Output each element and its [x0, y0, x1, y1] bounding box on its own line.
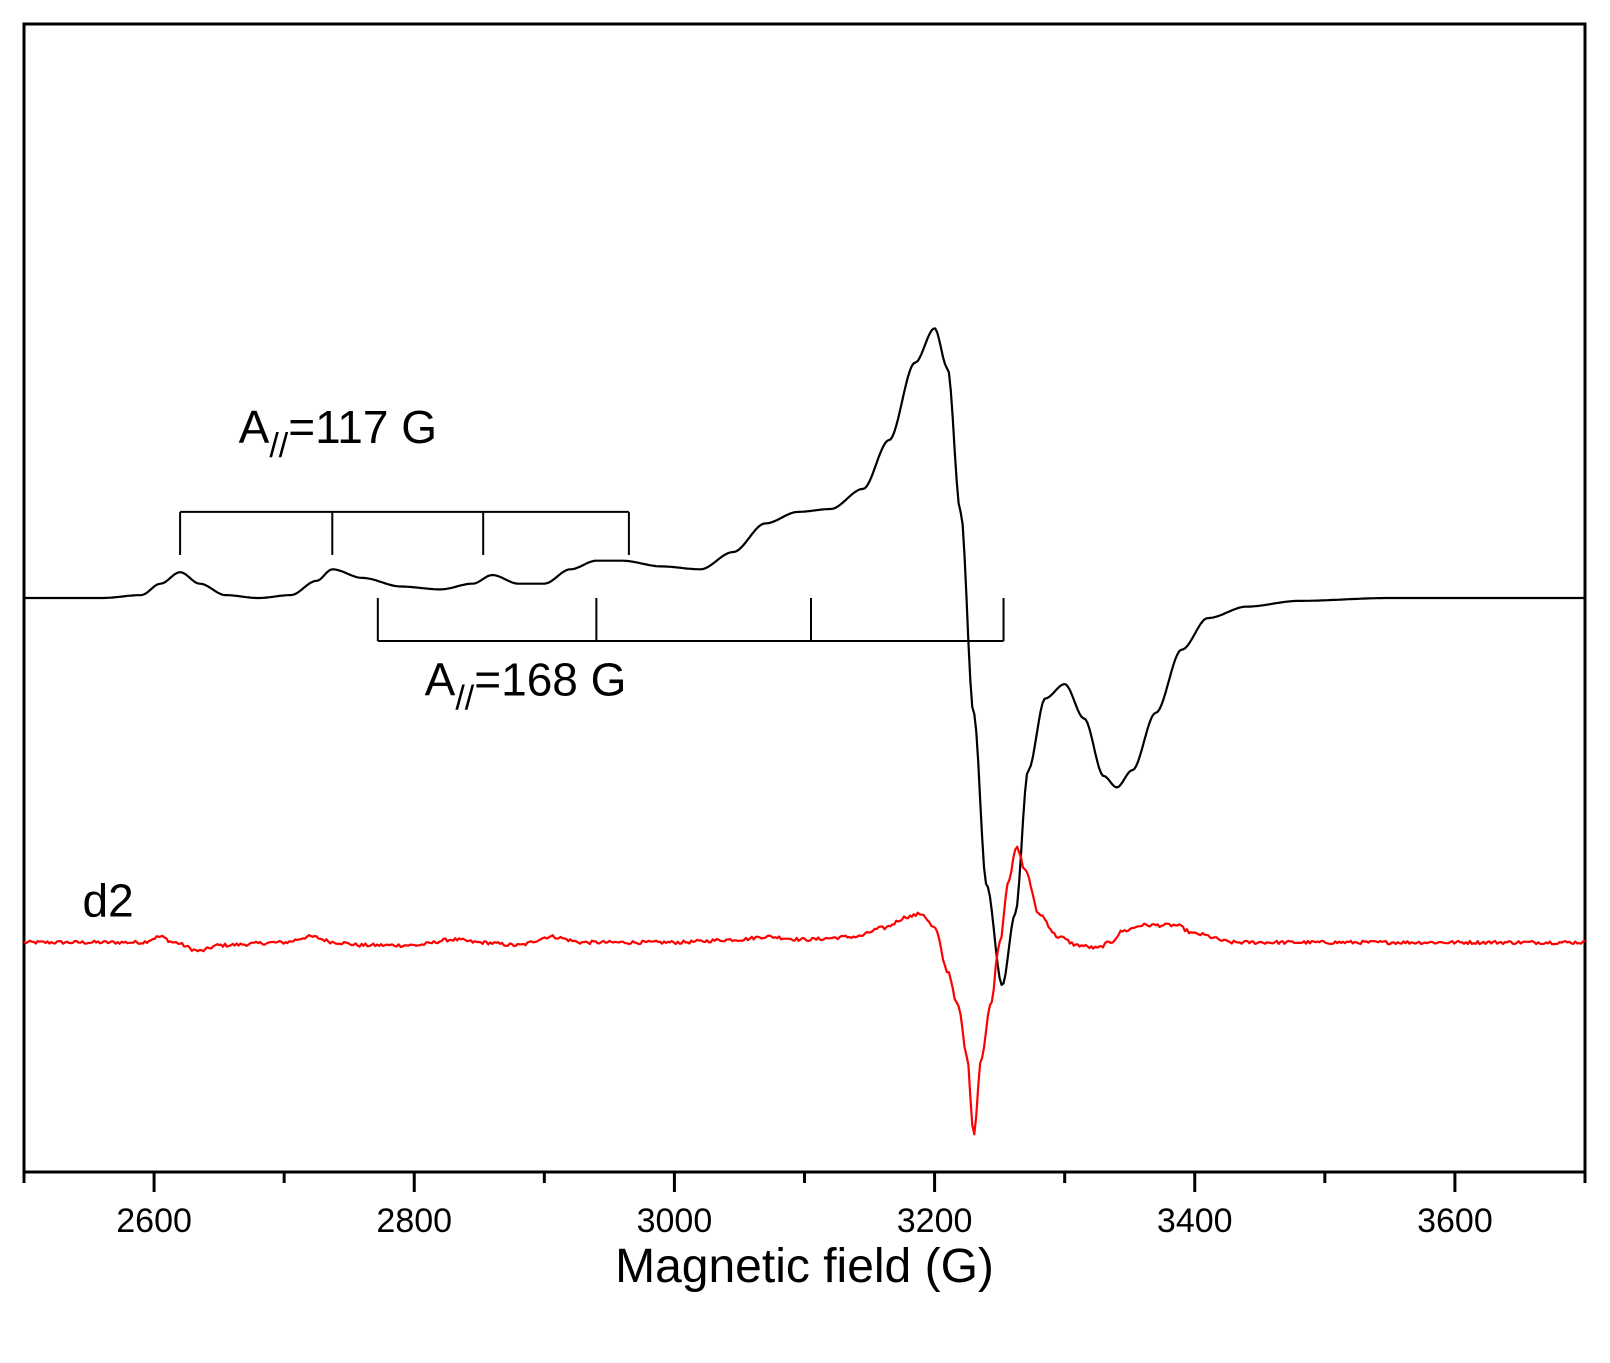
hyperfine-label-subscript: // — [455, 680, 474, 718]
hyperfine-label-value: =117 G — [288, 401, 437, 453]
annotation-layer: d2A//=117 GA//=168 G — [83, 401, 1005, 927]
hyperfine-label: A//=117 G — [239, 401, 437, 465]
series-layer — [23, 327, 1586, 1136]
hyperfine-label-subscript: // — [269, 427, 288, 465]
x-tick-label: 3400 — [1157, 1202, 1233, 1240]
x-tick-label: 3000 — [637, 1202, 713, 1240]
hyperfine-label-main: A — [425, 654, 456, 706]
x-tick-label: 2600 — [116, 1202, 192, 1240]
x-axis: 2600 2800 3000 3200 3400 3600 — [22, 1172, 1587, 1240]
series-label-d2: d2 — [83, 875, 134, 927]
series-line-d2 — [23, 845, 1586, 1136]
hyperfine-label: A//=168 G — [425, 654, 627, 718]
x-axis-title: Magnetic field (G) — [615, 1240, 994, 1293]
series-line-black — [24, 327, 1585, 986]
x-tick-label: 2800 — [376, 1202, 452, 1240]
x-tick-label: 3600 — [1417, 1202, 1493, 1240]
hyperfine-label-value: =168 G — [474, 654, 626, 706]
hyperfine-label-main: A — [239, 401, 270, 453]
x-tick-label: 3200 — [897, 1202, 973, 1240]
